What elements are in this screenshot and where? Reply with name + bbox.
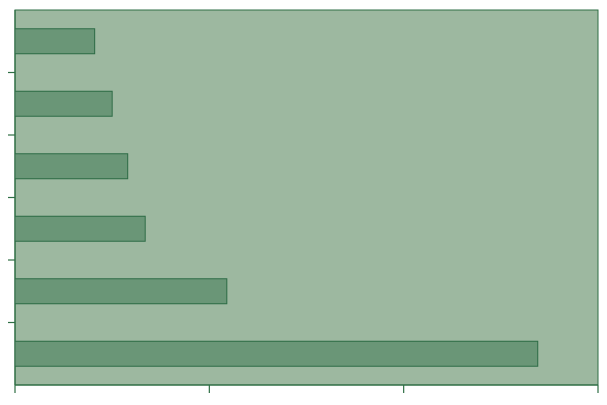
bar <box>14 340 539 367</box>
bar <box>14 90 113 117</box>
plot-area <box>14 9 599 386</box>
bar <box>14 153 129 180</box>
bar <box>14 278 228 305</box>
bar <box>14 28 96 55</box>
bar <box>14 215 146 242</box>
